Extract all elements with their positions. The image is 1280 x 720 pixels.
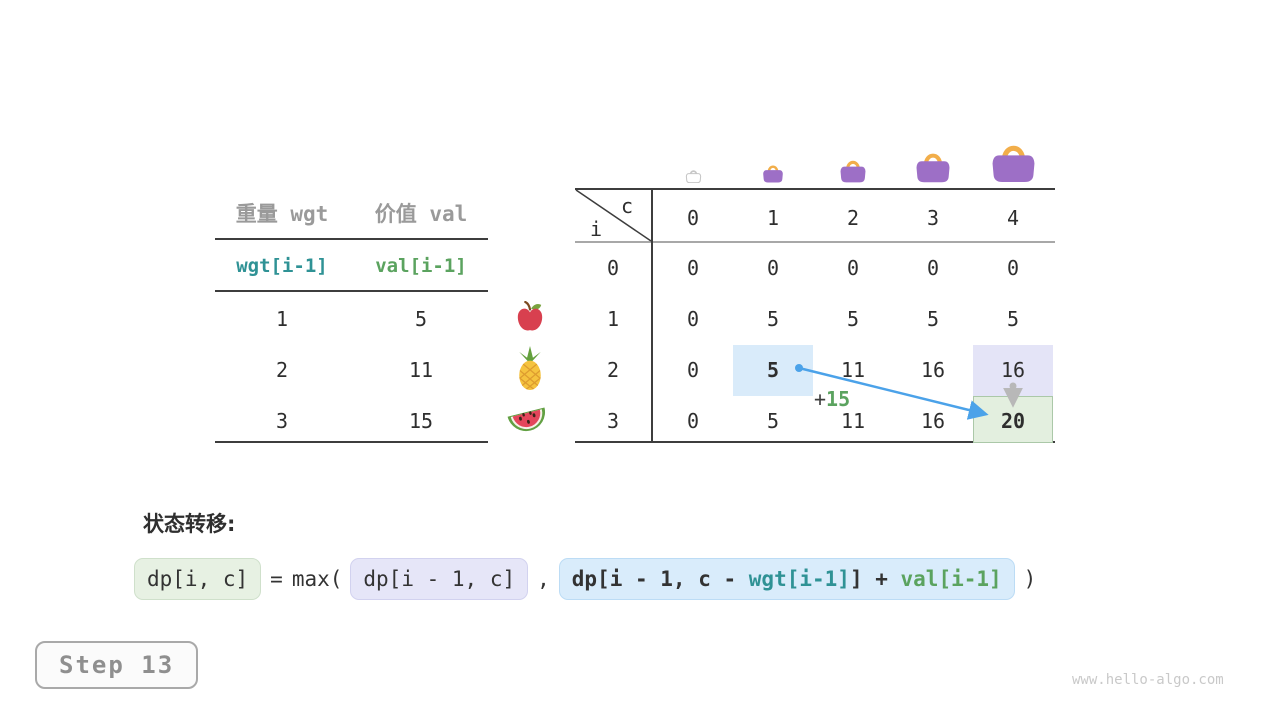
take-wgt-term: wgt[i-1] <box>748 567 850 591</box>
state-transition-formula: dp[i, c] = max( dp[i - 1, c] , dp[i - 1,… <box>134 556 1045 602</box>
dp-table-bottom-border <box>575 441 1055 443</box>
dp-col-header-4: 4 <box>1006 206 1020 230</box>
item-table-subheader-wgt: wgt[i-1] <box>236 255 328 277</box>
bag-capacity-4 <box>992 145 1035 182</box>
dp-cell-1-0: 0 <box>686 307 700 331</box>
dp-col-header-2: 2 <box>846 206 860 230</box>
bag-capacity-1 <box>763 165 783 183</box>
dp-table-top-border <box>575 188 1055 190</box>
item-row-3-value: 15 <box>408 409 434 433</box>
dp-cell-0-0: 0 <box>686 256 700 280</box>
dp-cell-2-4: 16 <box>1000 358 1026 382</box>
dp-cell-2-3: 16 <box>920 358 946 382</box>
plus-sign: + <box>814 387 827 411</box>
dp-cell-0-4: 0 <box>1006 256 1020 280</box>
item-row-2-weight: 2 <box>275 358 289 382</box>
item-table-header-weight: 重量 wgt <box>235 202 329 226</box>
formula-keep-option-box: dp[i - 1, c] <box>350 558 529 600</box>
watermark: www.hello-algo.com <box>1072 672 1224 688</box>
dp-table-header-divider <box>575 241 1055 243</box>
comma-separator: , <box>537 567 550 591</box>
apple-icon <box>517 301 543 331</box>
dp-cell-1-2: 5 <box>846 307 860 331</box>
item-table-subheader-val: val[i-1] <box>375 255 467 277</box>
pineapple-icon <box>519 346 541 391</box>
item-table-header-value: 价值 val <box>374 202 468 226</box>
dp-cell-0-1: 0 <box>766 256 780 280</box>
dp-table-label-column-divider <box>651 188 653 443</box>
dp-row-header-2: 2 <box>606 358 620 382</box>
item-table-header-divider <box>215 238 488 240</box>
close-paren: ) <box>1023 567 1037 591</box>
item-table-bottom-border <box>215 441 488 443</box>
equals-sign: = <box>270 567 283 591</box>
formula-take-option-box: dp[i - 1, c - wgt[i-1]] + val[i-1] <box>558 558 1015 600</box>
dp-cell-2-2: 11 <box>840 358 866 382</box>
formula-result-box: dp[i, c] <box>134 558 262 600</box>
item-row-2-value: 11 <box>408 358 434 382</box>
dp-cell-3-3: 16 <box>920 409 946 433</box>
dp-cell-1-3: 5 <box>926 307 940 331</box>
item-row-1-value: 5 <box>414 307 428 331</box>
dp-corner-col-var: c <box>620 194 634 218</box>
item-table-subheader-divider <box>215 290 488 292</box>
dp-cell-3-0: 0 <box>686 409 700 433</box>
step-badge: Step 13 <box>35 641 199 689</box>
dp-cell-2-0: 0 <box>686 358 700 382</box>
take-prefix: dp[i - 1, c - <box>571 567 749 591</box>
take-mid: ] + <box>849 567 901 591</box>
dp-col-header-3: 3 <box>926 206 940 230</box>
take-val-term: val[i-1] <box>900 567 1002 591</box>
transition-add-value-label: +15 <box>814 387 850 411</box>
dp-cell-0-2: 0 <box>846 256 860 280</box>
dp-col-header-1: 1 <box>766 206 780 230</box>
bag-capacity-0 <box>685 170 702 183</box>
dp-cell-0-3: 0 <box>926 256 940 280</box>
dp-row-header-1: 1 <box>606 307 620 331</box>
dp-cell-1-4: 5 <box>1006 307 1020 331</box>
dp-col-header-0: 0 <box>686 206 700 230</box>
dp-row-header-0: 0 <box>606 256 620 280</box>
max-function: max( <box>291 567 343 591</box>
dp-cell-3-4: 20 <box>1000 409 1026 433</box>
watermelon-icon <box>507 407 545 432</box>
dp-cell-1-1: 5 <box>766 307 780 331</box>
dp-cell-3-1: 5 <box>766 409 780 433</box>
bag-capacity-3 <box>916 153 950 183</box>
item-row-1-weight: 1 <box>275 307 289 331</box>
dp-cell-3-2: 11 <box>840 409 866 433</box>
state-transition-label: 状态转移: <box>143 512 236 536</box>
dp-row-header-3: 3 <box>606 409 620 433</box>
added-value: 15 <box>826 387 851 411</box>
bag-capacity-2 <box>840 160 866 183</box>
item-row-3-weight: 3 <box>275 409 289 433</box>
dp-corner-row-var: i <box>589 217 603 241</box>
dp-cell-2-1: 5 <box>766 358 780 382</box>
